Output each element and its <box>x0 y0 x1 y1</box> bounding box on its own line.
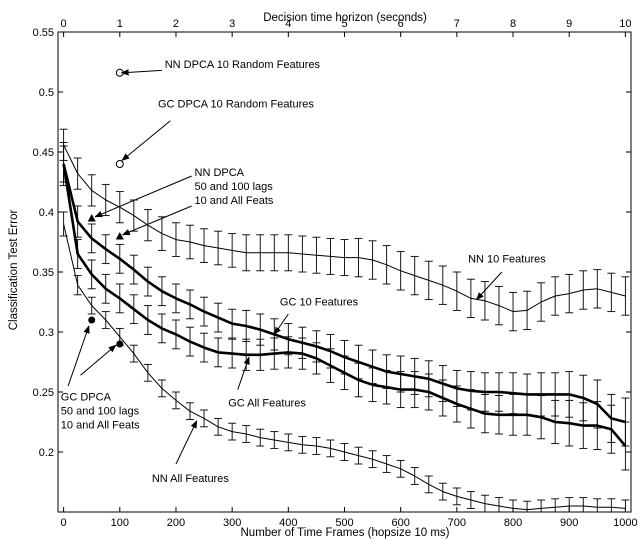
y-tick-label: 0.2 <box>39 447 54 459</box>
y-tick-label: 0.45 <box>33 147 54 159</box>
point-nn-dpca-50-lags <box>87 214 96 222</box>
x2-tick-label: 2 <box>173 18 179 30</box>
x2-tick-label: 7 <box>454 18 460 30</box>
x-tick-label: 600 <box>391 517 409 529</box>
annotation-text: 10 and All Feats <box>195 195 274 207</box>
y-tick-label: 0.5 <box>39 87 54 99</box>
x-tick-label: 1000 <box>613 517 637 529</box>
x-tick-label: 0 <box>61 517 67 529</box>
x-tick-label: 900 <box>560 517 578 529</box>
annotation-4: NN 10 Features <box>468 253 546 301</box>
x2-tick-label: 1 <box>117 18 123 30</box>
series-line-nn-10-features <box>63 144 626 313</box>
point-gc-dpca-50-lags <box>88 316 96 324</box>
y-axis-title: Classification Test Error <box>8 210 20 331</box>
annotation-arrow <box>94 175 192 218</box>
x-tick-label: 300 <box>223 517 241 529</box>
y-tick-label: 0.35 <box>33 267 54 279</box>
x2-tick-label: 0 <box>61 18 67 30</box>
annotation-0: NN DPCA 10 Random Features <box>120 59 321 76</box>
plot-area: 0 100 200 300 400 500 600 700 800 900 1000 0 1 2 3 4 5 6 7… <box>33 18 638 529</box>
x2-tick-label: 6 <box>398 18 404 30</box>
y-tick-label: 0.3 <box>39 327 54 339</box>
annotation-text: 50 and 100 lags <box>61 405 140 417</box>
annotation-text: NN DPCA 10 Random Features <box>165 59 321 71</box>
annotation-arrow <box>67 325 90 387</box>
x2-tick-label: 10 <box>619 18 631 30</box>
annotation-text: GC DPCA <box>61 391 112 403</box>
annotation-text: NN 10 Features <box>468 253 546 265</box>
x2-tick-label: 9 <box>566 18 572 30</box>
x2-tick-label: 5 <box>341 18 347 30</box>
point-gc-dpca-100-lags <box>116 340 124 348</box>
annotation-6: GC All Features <box>228 356 306 409</box>
annotation-2: NN DPCA 50 and 100 lags 10 and All Feats <box>94 167 274 236</box>
annotation-arrow <box>475 271 503 301</box>
x-tick-label: 500 <box>335 517 353 529</box>
x2-tick-label: 3 <box>229 18 235 30</box>
annotation-3: GC DPCA 50 and 100 lags 10 and All Feats <box>61 325 140 431</box>
series-nn-all-features <box>59 211 630 512</box>
point-nn-dpca-100-lags <box>115 232 124 240</box>
annotation-arrow <box>237 356 250 390</box>
annotation-arrow <box>120 69 162 76</box>
series-nn-10-features <box>59 128 630 332</box>
series-gc-all-features <box>59 141 630 471</box>
annotation-7: NN All Features <box>152 420 230 485</box>
y-tick-label: 0.4 <box>39 207 54 219</box>
annotation-text: GC DPCA 10 Random Features <box>158 99 314 111</box>
annotation-arrow <box>273 313 289 336</box>
annotation-text: GC 10 Features <box>280 297 359 309</box>
annotation-text: GC All Features <box>228 397 306 409</box>
x2-tick-label: 4 <box>285 18 291 30</box>
point-gc-dpca-10-random-features <box>115 160 124 168</box>
x-tick-label: 200 <box>167 517 185 529</box>
annotation-text: NN DPCA <box>195 167 245 179</box>
annotation-arrow <box>121 205 192 236</box>
x-axis-title: Number of Time Frames (hopsize 10 ms) <box>241 527 450 539</box>
annotation-text: NN All Features <box>152 473 230 485</box>
y-tick-label: 0.25 <box>33 387 54 399</box>
annotation-arrow <box>80 344 117 376</box>
annotation-arrow <box>175 420 198 465</box>
series-line-gc-all-features <box>62 163 627 447</box>
y-tick-label: 0.55 <box>33 27 54 39</box>
series-line-nn-all-features <box>63 223 626 511</box>
annotation-text: 50 and 100 lags <box>195 181 274 193</box>
series-group <box>59 128 630 512</box>
x-tick-label: 400 <box>279 517 297 529</box>
x-tick-label: 700 <box>448 517 466 529</box>
x-tick-label: 800 <box>504 517 522 529</box>
annotation-1: GC DPCA 10 Random Features <box>121 99 314 161</box>
annotation-5: GC 10 Features <box>273 297 359 336</box>
top-axis-title: Decision time horizon (seconds) <box>263 12 427 24</box>
x2-tick-label: 8 <box>510 18 516 30</box>
annotation-text: 10 and All Feats <box>61 419 140 431</box>
annotation-arrow <box>121 120 171 161</box>
x-tick-label: 100 <box>111 517 129 529</box>
